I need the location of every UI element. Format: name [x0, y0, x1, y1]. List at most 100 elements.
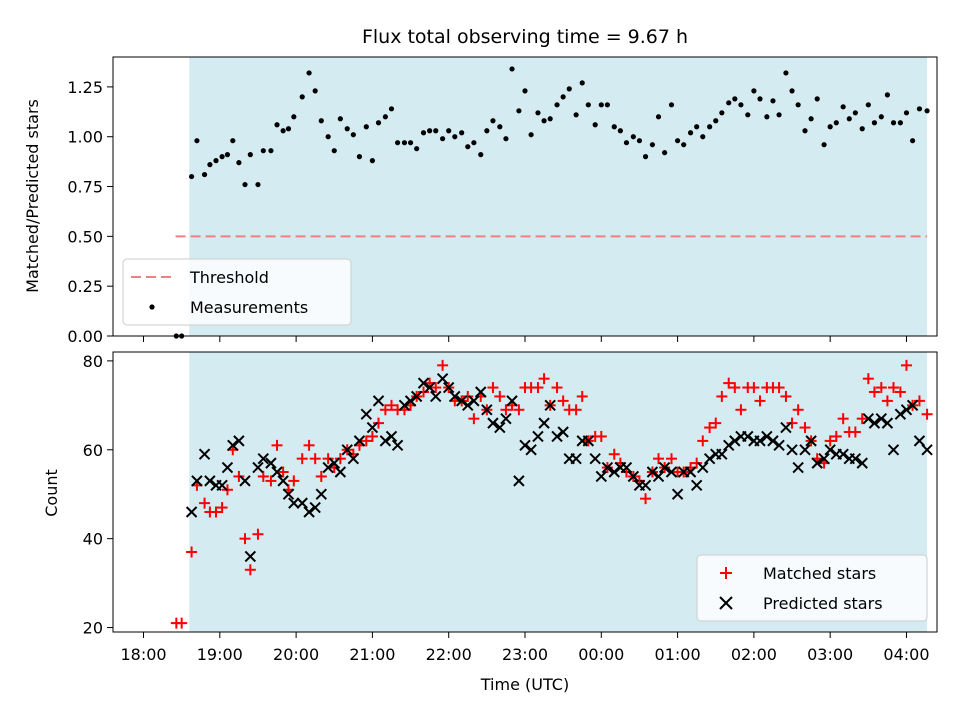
measurement-point — [394, 140, 401, 146]
predicted-star-point — [455, 395, 468, 407]
predicted-star-point — [216, 479, 228, 492]
count-legend: Matched stars Predicted stars — [696, 554, 928, 622]
predicted-star-point — [684, 466, 697, 478]
predicted-star-point — [500, 412, 512, 425]
measurement-point — [662, 150, 668, 156]
predicted-star-point — [557, 426, 569, 438]
measurement-point — [579, 80, 585, 86]
measurement-point — [642, 154, 649, 160]
measurement-point — [280, 128, 286, 134]
matched-star-point — [379, 404, 391, 416]
count-x-ticks: 18:00 19:00 20:00 21:00 22:00 23:00 00:00 01:00… — [120, 632, 930, 664]
matched-star-point — [296, 453, 308, 465]
predicted-star-point — [786, 444, 798, 456]
matched-star-point — [303, 439, 315, 451]
count-x-axis-label: Time (UTC) — [480, 675, 569, 694]
measurement-point — [909, 138, 916, 144]
measurement-point — [655, 114, 662, 120]
predicted-star-point — [792, 461, 804, 474]
matched-star-point — [360, 435, 372, 447]
measurement-point — [598, 102, 604, 108]
matched-star-point — [186, 546, 198, 558]
measurement-point — [821, 142, 827, 148]
predicted-star-point — [881, 417, 894, 429]
measurement-point — [719, 110, 725, 116]
legend-measurements-swatch — [149, 304, 155, 310]
predicted-star-point — [239, 475, 251, 487]
predicted-star-point — [894, 408, 907, 420]
predicted-star-point — [875, 412, 888, 425]
measurement-point — [604, 102, 611, 108]
measurement-point — [890, 120, 897, 126]
predicted-star-point — [595, 470, 608, 483]
legend-threshold-label: Threshold — [189, 268, 269, 287]
measurement-point — [219, 154, 225, 160]
predicted-star-point — [475, 386, 487, 398]
measurement-point — [236, 160, 242, 166]
measurement-point — [623, 140, 630, 146]
matched-star-point — [856, 413, 868, 425]
matched-star-point — [595, 430, 607, 442]
measurement-point — [194, 138, 200, 144]
count-ytick-label: 40 — [83, 530, 103, 549]
predicted-star-point — [519, 439, 531, 452]
predicted-star-point — [391, 439, 404, 452]
measurement-point — [484, 128, 490, 134]
measurement-point — [827, 124, 833, 130]
predicted-star-point — [198, 448, 211, 460]
matched-star-point — [691, 457, 703, 469]
measurement-point — [522, 88, 528, 94]
matched-star-point — [494, 390, 506, 402]
measurement-point — [833, 120, 839, 126]
matched-star-point — [309, 453, 321, 465]
matched-star-point — [723, 377, 735, 389]
predicted-star-point — [366, 421, 379, 434]
measurement-point — [255, 181, 261, 188]
matched-star-point — [754, 395, 766, 407]
measurement-point — [363, 124, 369, 130]
predicted-star-point — [257, 452, 270, 465]
predicted-star-point — [252, 461, 264, 474]
measurement-point — [306, 70, 312, 76]
measurement-point — [207, 162, 213, 168]
predicted-star-point — [570, 452, 582, 465]
measurement-point — [471, 140, 477, 146]
count-y-ticks: 20 40 60 80 — [83, 352, 113, 638]
predicted-star-point — [665, 466, 678, 478]
ratio-panel: 0.00 0.25 0.50 0.75 1.00 1.25 Matched/Predict… — [23, 56, 938, 346]
predicted-star-point — [627, 470, 640, 483]
matched-star-point — [462, 390, 474, 402]
predicted-star-point — [379, 435, 392, 447]
predicted-star-point — [468, 395, 480, 407]
matched-star-point — [653, 453, 665, 465]
matched-star-point — [557, 395, 569, 407]
measurement-point — [924, 108, 930, 114]
measurement-point — [388, 106, 395, 112]
matched-star-point — [233, 470, 245, 482]
predicted-star-point — [601, 461, 614, 474]
measurement-point — [503, 136, 509, 142]
ratio-ytick-label: 0.00 — [67, 327, 103, 346]
ratio-ytick-label: 0.75 — [67, 178, 103, 197]
predicted-star-point — [204, 475, 216, 487]
matched-star-point — [875, 382, 887, 394]
measurement-point — [285, 126, 292, 132]
predicted-star-point — [723, 439, 735, 452]
matched-star-point — [437, 359, 449, 371]
measurement-point — [369, 158, 376, 164]
predicted-star-point — [538, 417, 550, 429]
predicted-star-point — [697, 461, 709, 474]
measurement-point — [770, 98, 776, 104]
predicted-star-point — [525, 444, 537, 456]
legend-matched-label: Matched stars — [763, 564, 876, 583]
predicted-star-point — [328, 457, 340, 469]
predicted-star-point — [442, 381, 455, 394]
matched-star-point — [500, 404, 512, 416]
ratio-y-axis-label: Matched/Predicted stars — [23, 99, 42, 293]
predicted-star-point — [754, 435, 766, 447]
predicted-stars-points — [185, 372, 933, 563]
measurement-point — [509, 66, 515, 72]
predicted-star-point — [532, 430, 544, 443]
matched-star-point — [868, 386, 880, 398]
legend-measurements-label: Measurements — [190, 298, 308, 317]
